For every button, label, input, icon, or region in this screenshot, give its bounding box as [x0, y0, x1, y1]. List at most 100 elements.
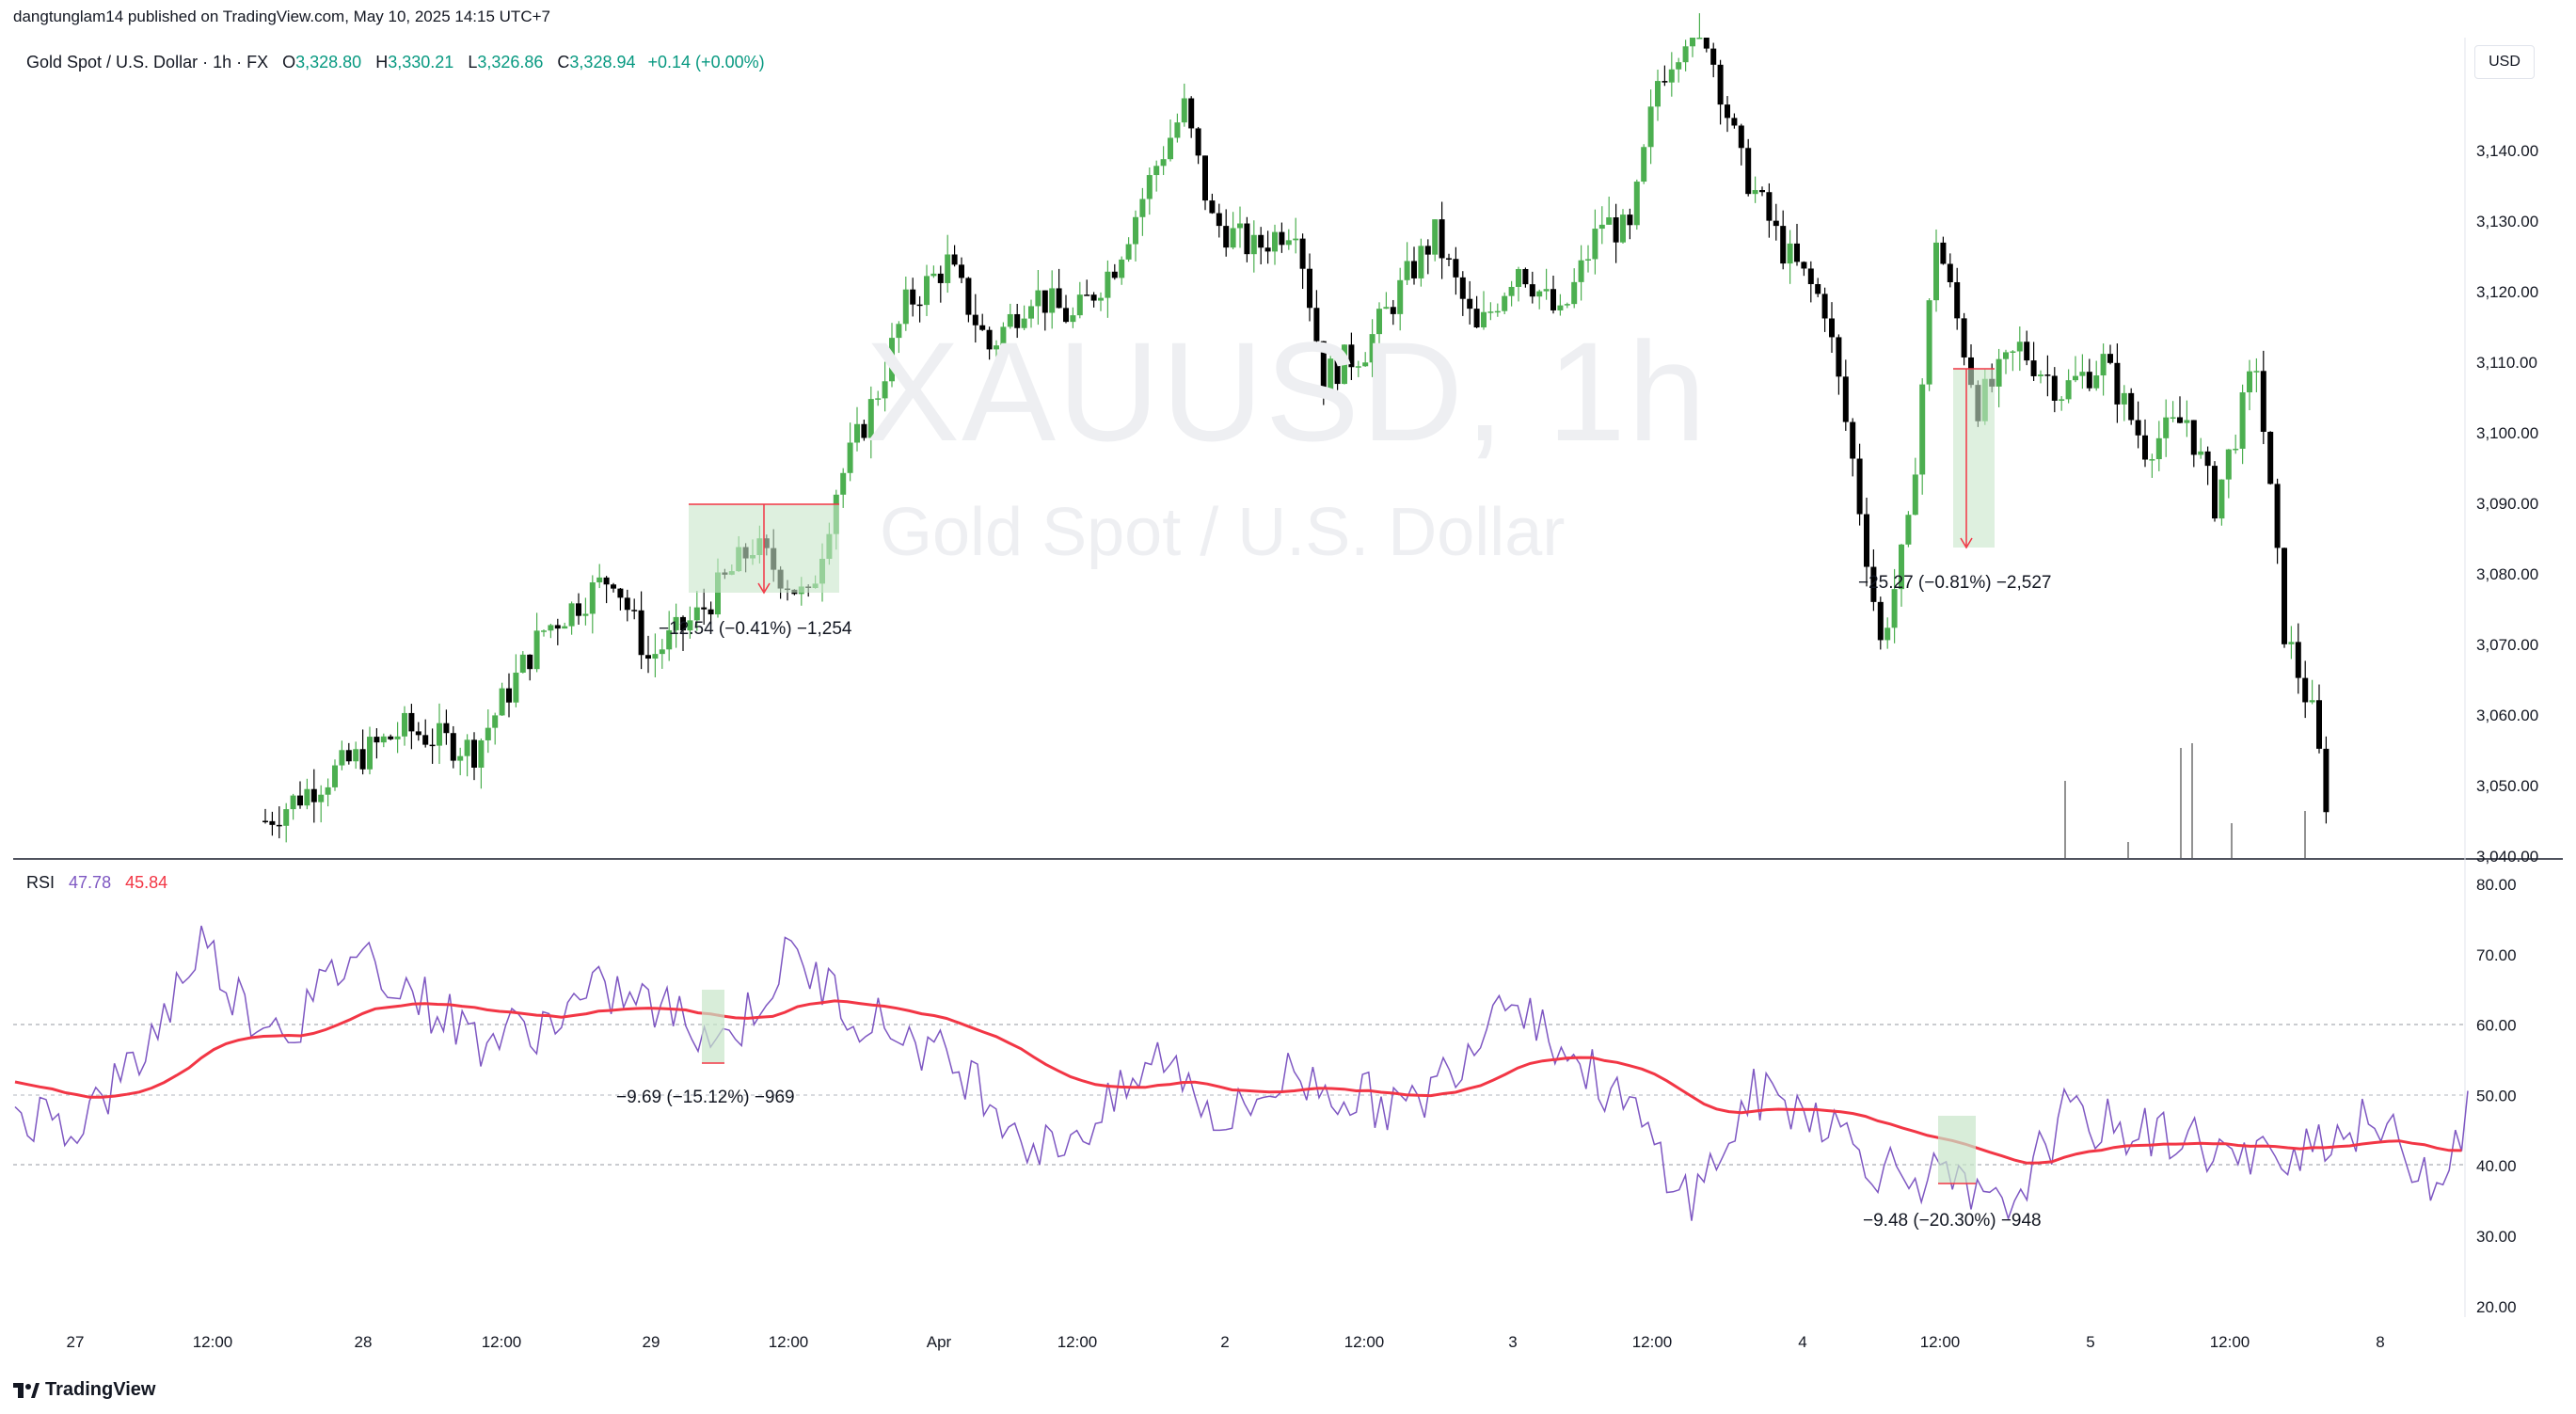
currency-button[interactable]: USD [2474, 45, 2535, 79]
rsi-ma-value: 45.84 [125, 873, 168, 892]
rsi-measure-2[interactable] [1938, 1116, 1976, 1184]
candle-body [2184, 420, 2190, 423]
rsi-bands [13, 1024, 2465, 1166]
price-axis-label: 3,050.00 [2476, 777, 2538, 795]
rsi-axis-label: 80.00 [2476, 876, 2517, 894]
price-axis-label: 3,040.00 [2476, 848, 2538, 866]
candle-body [2204, 451, 2211, 467]
symbol-legend[interactable]: Gold Spot / U.S. Dollar · 1h · FX O3,328… [26, 53, 765, 72]
candle-body [1905, 515, 1912, 545]
candle-body [1829, 318, 1835, 338]
time-axis-label: Apr [927, 1333, 952, 1351]
candle-body [2239, 392, 2246, 449]
candle-body [1181, 98, 1187, 123]
candle-body [1690, 38, 1695, 47]
candle-body [916, 304, 923, 307]
candle-body [2212, 466, 2218, 519]
price-axis-label: 3,110.00 [2476, 354, 2537, 372]
candle-body [1432, 219, 1439, 255]
candle-body [519, 654, 526, 673]
candle-body [283, 809, 290, 826]
candle-body [1049, 288, 1056, 313]
candle-body [631, 610, 638, 612]
candle-body [930, 273, 937, 277]
rsi-axis[interactable]: 80.00 70.00 60.00 50.00 40.00 30.00 20.00 [2476, 876, 2517, 1316]
time-axis-label: 12:00 [2210, 1333, 2250, 1351]
candle-body [1508, 286, 1515, 296]
time-axis-label: 27 [67, 1333, 85, 1351]
candle-body [861, 423, 867, 438]
candle-body [1759, 190, 1765, 193]
candle-body [568, 603, 575, 627]
candle-body [1801, 262, 1807, 269]
candle-body [1725, 104, 1730, 119]
candle-body [2059, 399, 2065, 401]
candlestick-series[interactable] [262, 13, 2330, 858]
candle-body [611, 584, 616, 589]
rsi-axis-label: 60.00 [2476, 1017, 2517, 1035]
change-value: +0.14 (+0.00%) [647, 53, 765, 71]
price-measure-1[interactable] [689, 503, 839, 595]
candle-body [1168, 137, 1173, 160]
candle-body [1899, 544, 1904, 590]
candle-body [1696, 38, 1703, 40]
candle-body [945, 254, 951, 283]
candle-body [2309, 700, 2315, 703]
candle-body [2128, 392, 2135, 421]
candle-body [1446, 258, 1452, 260]
candle-body [1606, 217, 1613, 225]
candle-body [318, 794, 325, 802]
candle-body [1459, 277, 1466, 299]
price-measure-2[interactable] [1953, 368, 1995, 549]
rsi-value: 47.78 [69, 873, 112, 892]
candle-body [1557, 305, 1564, 310]
tradingview-logo[interactable]: TradingView [13, 1379, 155, 1401]
candle-body [875, 398, 882, 400]
candle-body [2267, 431, 2274, 485]
candle-body [2024, 342, 2030, 361]
time-axis[interactable]: 27 12:00 28 12:00 29 12:00 Apr 12:00 2 12:00 3 12:0… [67, 1333, 2385, 1351]
candle-body [1160, 159, 1167, 167]
candle-body [310, 788, 317, 802]
candle-body [457, 755, 464, 761]
rsi-series[interactable] [14, 925, 2469, 1221]
candle-body [1668, 69, 1675, 83]
candle-body [478, 739, 485, 768]
candle-body [1111, 271, 1118, 278]
candle-body [2121, 392, 2127, 405]
candle-body [1522, 269, 1529, 285]
symbol-title[interactable]: Gold Spot / U.S. Dollar · 1h · FX [26, 53, 269, 71]
candle-body [1842, 376, 1849, 422]
rsi-legend[interactable]: RSI 47.78 45.84 [26, 873, 167, 893]
candle-body [506, 688, 512, 703]
candle-body [1717, 64, 1724, 105]
rsi-axis-label: 70.00 [2476, 946, 2517, 964]
candle-body [394, 736, 401, 739]
candle-body [1293, 238, 1299, 241]
candle-body [1647, 106, 1654, 148]
candle-body [2010, 351, 2016, 353]
candle-body [1076, 294, 1083, 316]
candle-body [589, 582, 596, 614]
time-axis-label: 28 [355, 1333, 373, 1351]
price-axis[interactable]: 3,140.00 3,130.00 3,120.00 3,110.00 3,100.00… [2476, 142, 2538, 866]
candle-body [548, 625, 554, 631]
rsi-label[interactable]: RSI [26, 873, 56, 892]
candle-body [2155, 437, 2162, 460]
time-axis-label: 12:00 [193, 1333, 233, 1351]
time-axis-label: 12:00 [1344, 1333, 1385, 1351]
rsi-measure-1[interactable] [702, 990, 724, 1064]
candle-body [1153, 166, 1160, 176]
rsi-axis-label: 30.00 [2476, 1228, 2517, 1246]
candle-body [1307, 268, 1312, 309]
candle-body [693, 607, 700, 621]
candle-body [1021, 318, 1027, 328]
candle-body [2135, 420, 2141, 436]
candle-body [1125, 244, 1132, 260]
candle-body [1285, 240, 1292, 246]
candle-body [1035, 290, 1042, 307]
candle-body [1272, 231, 1278, 252]
price-axis-label: 3,140.00 [2476, 142, 2538, 160]
candle-body [1780, 226, 1787, 264]
